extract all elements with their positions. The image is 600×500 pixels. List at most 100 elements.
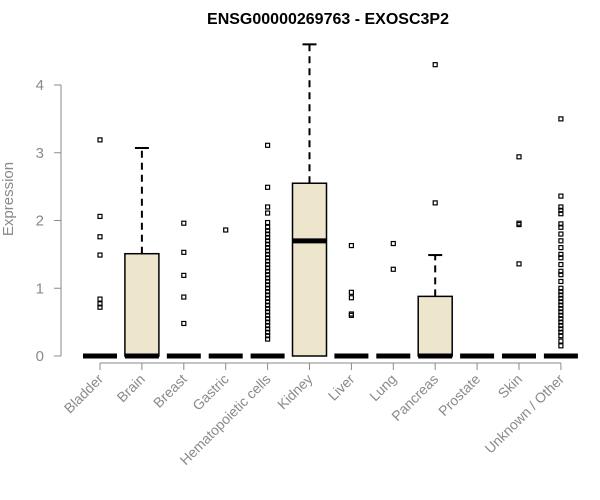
outlier-point	[558, 299, 564, 305]
x-tick-label: Prostate	[435, 371, 483, 419]
x-tick-label: Unknown / Other	[481, 371, 567, 457]
outlier-point	[265, 326, 271, 332]
outlier-point	[181, 249, 187, 255]
outlier-point	[265, 322, 271, 329]
outlier-point	[348, 295, 354, 301]
outlier-point	[265, 241, 271, 247]
y-tick-label: 2	[36, 213, 44, 230]
outlier-point	[181, 272, 187, 278]
outlier-point	[97, 137, 103, 143]
box-bladder	[83, 137, 117, 359]
outlier-point	[558, 261, 564, 268]
outlier-point	[181, 320, 187, 327]
box-pancreas	[417, 62, 453, 359]
outlier-point	[558, 333, 564, 339]
y-tick-label: 4	[36, 77, 44, 94]
outlier-point	[265, 272, 271, 278]
x-tick-label: Breast	[150, 371, 190, 411]
y-axis-ticks: 0 1 2 3 4	[36, 77, 61, 365]
outlier-point	[558, 329, 564, 335]
y-tick-label: 1	[36, 280, 44, 297]
outlier-point	[265, 268, 271, 274]
outlier-point	[558, 338, 564, 344]
outlier-point	[265, 333, 271, 339]
y-tick-label: 0	[36, 348, 44, 365]
outlier-point	[265, 184, 271, 190]
outlier-point	[265, 292, 271, 298]
outlier-point	[265, 258, 271, 264]
outlier-point	[265, 329, 271, 335]
box-breast	[166, 220, 201, 359]
box-gastric	[208, 227, 243, 359]
outlier-point	[265, 275, 271, 281]
x-tick-label: Pancreas	[388, 371, 441, 424]
outlier-point	[558, 322, 564, 329]
outlier-point	[558, 245, 564, 251]
outlier-point	[558, 224, 564, 230]
outlier-point	[181, 220, 187, 226]
outlier-point	[558, 302, 564, 308]
outlier-point	[265, 336, 271, 342]
outlier-point	[265, 228, 271, 234]
outlier-point	[558, 343, 564, 349]
outlier-point	[265, 255, 271, 261]
outlier-point	[181, 294, 187, 300]
outlier-point	[265, 299, 271, 305]
outlier-point	[97, 234, 103, 240]
x-tick-label: Brain	[114, 371, 148, 405]
outlier-point	[558, 268, 564, 274]
outlier-point	[265, 234, 271, 241]
outlier-point	[558, 289, 564, 295]
outlier-point	[265, 302, 271, 308]
outlier-point	[558, 193, 564, 199]
box-hematopoietic-cells	[250, 142, 285, 359]
outlier-point	[390, 266, 396, 272]
outlier-point	[558, 204, 564, 210]
outlier-point	[97, 296, 103, 302]
outlier-point	[516, 261, 522, 267]
outlier-point	[558, 285, 564, 291]
outlier-point	[265, 142, 271, 148]
outlier-point	[432, 62, 438, 68]
outlier-point	[558, 231, 564, 237]
y-axis-label: Expression	[0, 162, 17, 236]
y-tick-label: 3	[36, 145, 44, 162]
outlier-point	[97, 252, 103, 258]
outlier-point	[265, 224, 271, 230]
outlier-point	[558, 292, 564, 298]
outlier-point	[97, 213, 103, 220]
x-tick-label: Lung	[366, 371, 399, 404]
outlier-point	[558, 319, 564, 325]
outlier-point	[558, 272, 564, 278]
outlier-point	[265, 265, 271, 271]
outlier-point	[558, 326, 564, 332]
outlier-point	[265, 289, 271, 295]
outlier-point	[265, 312, 271, 318]
outlier-point	[348, 311, 354, 317]
box-kidney	[291, 43, 328, 357]
outlier-point	[558, 305, 564, 312]
box-series	[83, 43, 578, 359]
outlier-point	[265, 231, 271, 237]
outlier-point	[348, 242, 354, 249]
outlier-point	[265, 316, 271, 322]
outlier-point	[558, 255, 564, 261]
outlier-point	[432, 200, 438, 206]
outlier-point	[265, 219, 271, 226]
outlier-point	[265, 309, 271, 315]
outlier-point	[265, 261, 271, 268]
box-body	[291, 182, 328, 357]
outlier-point	[265, 204, 271, 210]
box-body	[124, 252, 160, 357]
outlier-point	[265, 251, 271, 257]
outlier-point	[558, 312, 564, 318]
outlier-point	[348, 289, 354, 295]
outlier-point	[558, 116, 564, 122]
box-liver	[334, 242, 369, 359]
outlier-point	[265, 282, 271, 288]
outlier-point	[558, 251, 564, 257]
outlier-point	[390, 240, 396, 247]
chart-title: ENSG00000269763 - EXOSC3P2	[207, 11, 449, 28]
